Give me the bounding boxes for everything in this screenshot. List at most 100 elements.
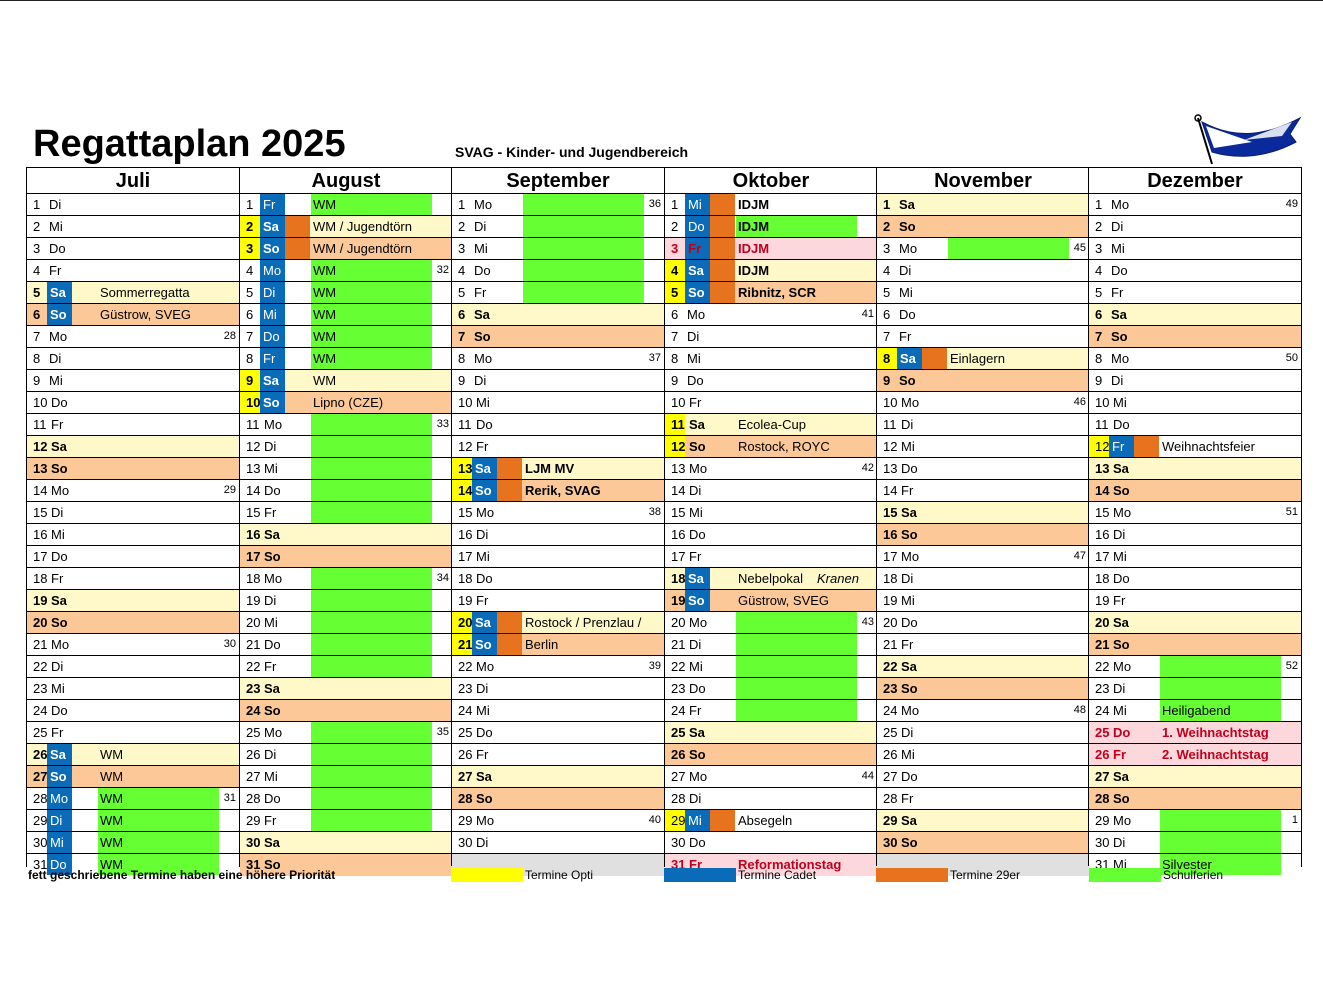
day-row[interactable]: 16 Di (1089, 524, 1301, 546)
day-row[interactable]: 10 So Lipno (CZE) (240, 392, 452, 414)
day-row[interactable]: 15 Fr (240, 502, 452, 524)
day-row[interactable]: 2 Di (1089, 216, 1301, 238)
day-row[interactable]: 9 Do (665, 370, 877, 392)
day-row[interactable]: 24 Mo 48 (877, 700, 1089, 722)
day-row[interactable]: 7 So (1089, 326, 1301, 348)
day-row[interactable]: 13 Do (877, 458, 1089, 480)
day-row[interactable]: 27 Sa (1089, 766, 1301, 788)
day-row[interactable]: 9 Mi (27, 370, 239, 392)
day-row[interactable]: 6 Mo 41 (665, 304, 877, 326)
day-row[interactable]: 21 Mo 30 (27, 634, 239, 656)
day-row[interactable]: 7 Mo 28 (27, 326, 239, 348)
day-row[interactable]: 19 Sa (27, 590, 239, 612)
day-row[interactable]: 28 Mo WM 31 (27, 788, 239, 810)
day-row[interactable]: 14 So Rerik, SVAG (452, 480, 664, 502)
day-row[interactable]: 3 Do (27, 238, 239, 260)
day-row[interactable]: 8 Fr WM (240, 348, 452, 370)
day-row[interactable]: 9 Di (1089, 370, 1301, 392)
day-row[interactable]: 16 Do (665, 524, 877, 546)
day-row[interactable]: 10 Mo 46 (877, 392, 1089, 414)
day-row[interactable]: 25 Di (877, 722, 1089, 744)
day-row[interactable]: 5 Fr (452, 282, 664, 304)
day-row[interactable]: 1 Fr WM (240, 194, 452, 216)
day-row[interactable]: 8 Sa Einlagern (877, 348, 1089, 370)
day-row[interactable]: 8 Di (27, 348, 239, 370)
day-row[interactable]: 22 Sa (877, 656, 1089, 678)
day-row[interactable]: 13 Sa (1089, 458, 1301, 480)
day-row[interactable]: 18 Fr (27, 568, 239, 590)
day-row[interactable]: 4 Fr (27, 260, 239, 282)
day-row[interactable]: 10 Fr (665, 392, 877, 414)
day-row[interactable]: 11 Do (452, 414, 664, 436)
day-row[interactable]: 9 So (877, 370, 1089, 392)
day-row[interactable]: 16 Mi (27, 524, 239, 546)
day-row[interactable]: 2 Do IDJM (665, 216, 877, 238)
day-row[interactable]: 1 Sa (877, 194, 1089, 216)
day-row[interactable]: 26 Mi (877, 744, 1089, 766)
day-row[interactable]: 26 Di (240, 744, 452, 766)
day-row[interactable]: 2 So (877, 216, 1089, 238)
day-row[interactable]: 22 Mo 52 (1089, 656, 1301, 678)
day-row[interactable]: 27 Sa (452, 766, 664, 788)
day-row[interactable]: 15 Sa (877, 502, 1089, 524)
day-row[interactable]: 29 Di WM (27, 810, 239, 832)
day-row[interactable]: 20 Sa (1089, 612, 1301, 634)
day-row[interactable]: 8 Mo 37 (452, 348, 664, 370)
day-row[interactable]: 19 Fr (1089, 590, 1301, 612)
day-row[interactable]: 24 Do (27, 700, 239, 722)
day-row[interactable]: 28 So (1089, 788, 1301, 810)
day-row[interactable]: 12 Sa (27, 436, 239, 458)
day-row[interactable]: 22 Di (27, 656, 239, 678)
day-row[interactable]: 23 Sa (240, 678, 452, 700)
day-row[interactable]: 17 Mo 47 (877, 546, 1089, 568)
day-row[interactable]: 20 Do (877, 612, 1089, 634)
day-row[interactable]: 26 Fr (452, 744, 664, 766)
day-row[interactable]: 30 So (877, 832, 1089, 854)
day-row[interactable]: 14 So (1089, 480, 1301, 502)
day-row[interactable]: 17 So (240, 546, 452, 568)
day-row[interactable]: 18 Do (452, 568, 664, 590)
day-row[interactable]: 7 Do WM (240, 326, 452, 348)
day-row[interactable]: 24 Mi (452, 700, 664, 722)
day-row[interactable]: 13 Sa LJM MV (452, 458, 664, 480)
day-row[interactable]: 29 Mi Absegeln (665, 810, 877, 832)
day-row[interactable]: 15 Mi (665, 502, 877, 524)
day-row[interactable]: 28 Di (665, 788, 877, 810)
day-row[interactable]: 31 So (240, 854, 452, 876)
day-row[interactable]: 11 Sa Ecolea-Cup (665, 414, 877, 436)
day-row[interactable]: 20 Sa Rostock / Prenzlau / (452, 612, 664, 634)
day-row[interactable]: 25 Sa (665, 722, 877, 744)
day-row[interactable]: 8 Mo 50 (1089, 348, 1301, 370)
day-row[interactable]: 16 Sa (240, 524, 452, 546)
day-row[interactable]: 9 Di (452, 370, 664, 392)
day-row[interactable]: 14 Fr (877, 480, 1089, 502)
day-row[interactable]: 23 Do (665, 678, 877, 700)
day-row[interactable]: 20 So (27, 612, 239, 634)
day-row[interactable]: 27 Mi (240, 766, 452, 788)
day-row[interactable]: 8 Mi (665, 348, 877, 370)
day-row[interactable]: 6 Mi WM (240, 304, 452, 326)
day-row[interactable]: 27 So WM (27, 766, 239, 788)
day-row[interactable]: 14 Do (240, 480, 452, 502)
day-row[interactable]: 19 So Güstrow, SVEG (665, 590, 877, 612)
day-row[interactable]: 18 Sa Nebelpokal Kranen (665, 568, 877, 590)
day-row[interactable]: 16 So (877, 524, 1089, 546)
day-row[interactable]: 3 Mi (452, 238, 664, 260)
day-row[interactable]: 26 Sa WM (27, 744, 239, 766)
day-row[interactable]: 6 Sa (1089, 304, 1301, 326)
day-row[interactable]: 10 Do (27, 392, 239, 414)
day-row[interactable]: 22 Mo 39 (452, 656, 664, 678)
day-row[interactable]: 23 Di (1089, 678, 1301, 700)
day-row[interactable]: 7 So (452, 326, 664, 348)
day-row[interactable]: 25 Mo 35 (240, 722, 452, 744)
day-row[interactable]: 15 Di (27, 502, 239, 524)
day-row[interactable]: 10 Mi (452, 392, 664, 414)
day-row[interactable]: 11 Mo 33 (240, 414, 452, 436)
day-row[interactable]: 4 Sa IDJM (665, 260, 877, 282)
day-row[interactable]: 3 Mo 45 (877, 238, 1089, 260)
day-row[interactable]: 3 Fr IDJM (665, 238, 877, 260)
day-row[interactable]: 1 Di (27, 194, 239, 216)
day-row[interactable]: 1 Mo 49 (1089, 194, 1301, 216)
day-row[interactable]: 24 Fr (665, 700, 877, 722)
day-row[interactable]: 25 Fr (27, 722, 239, 744)
